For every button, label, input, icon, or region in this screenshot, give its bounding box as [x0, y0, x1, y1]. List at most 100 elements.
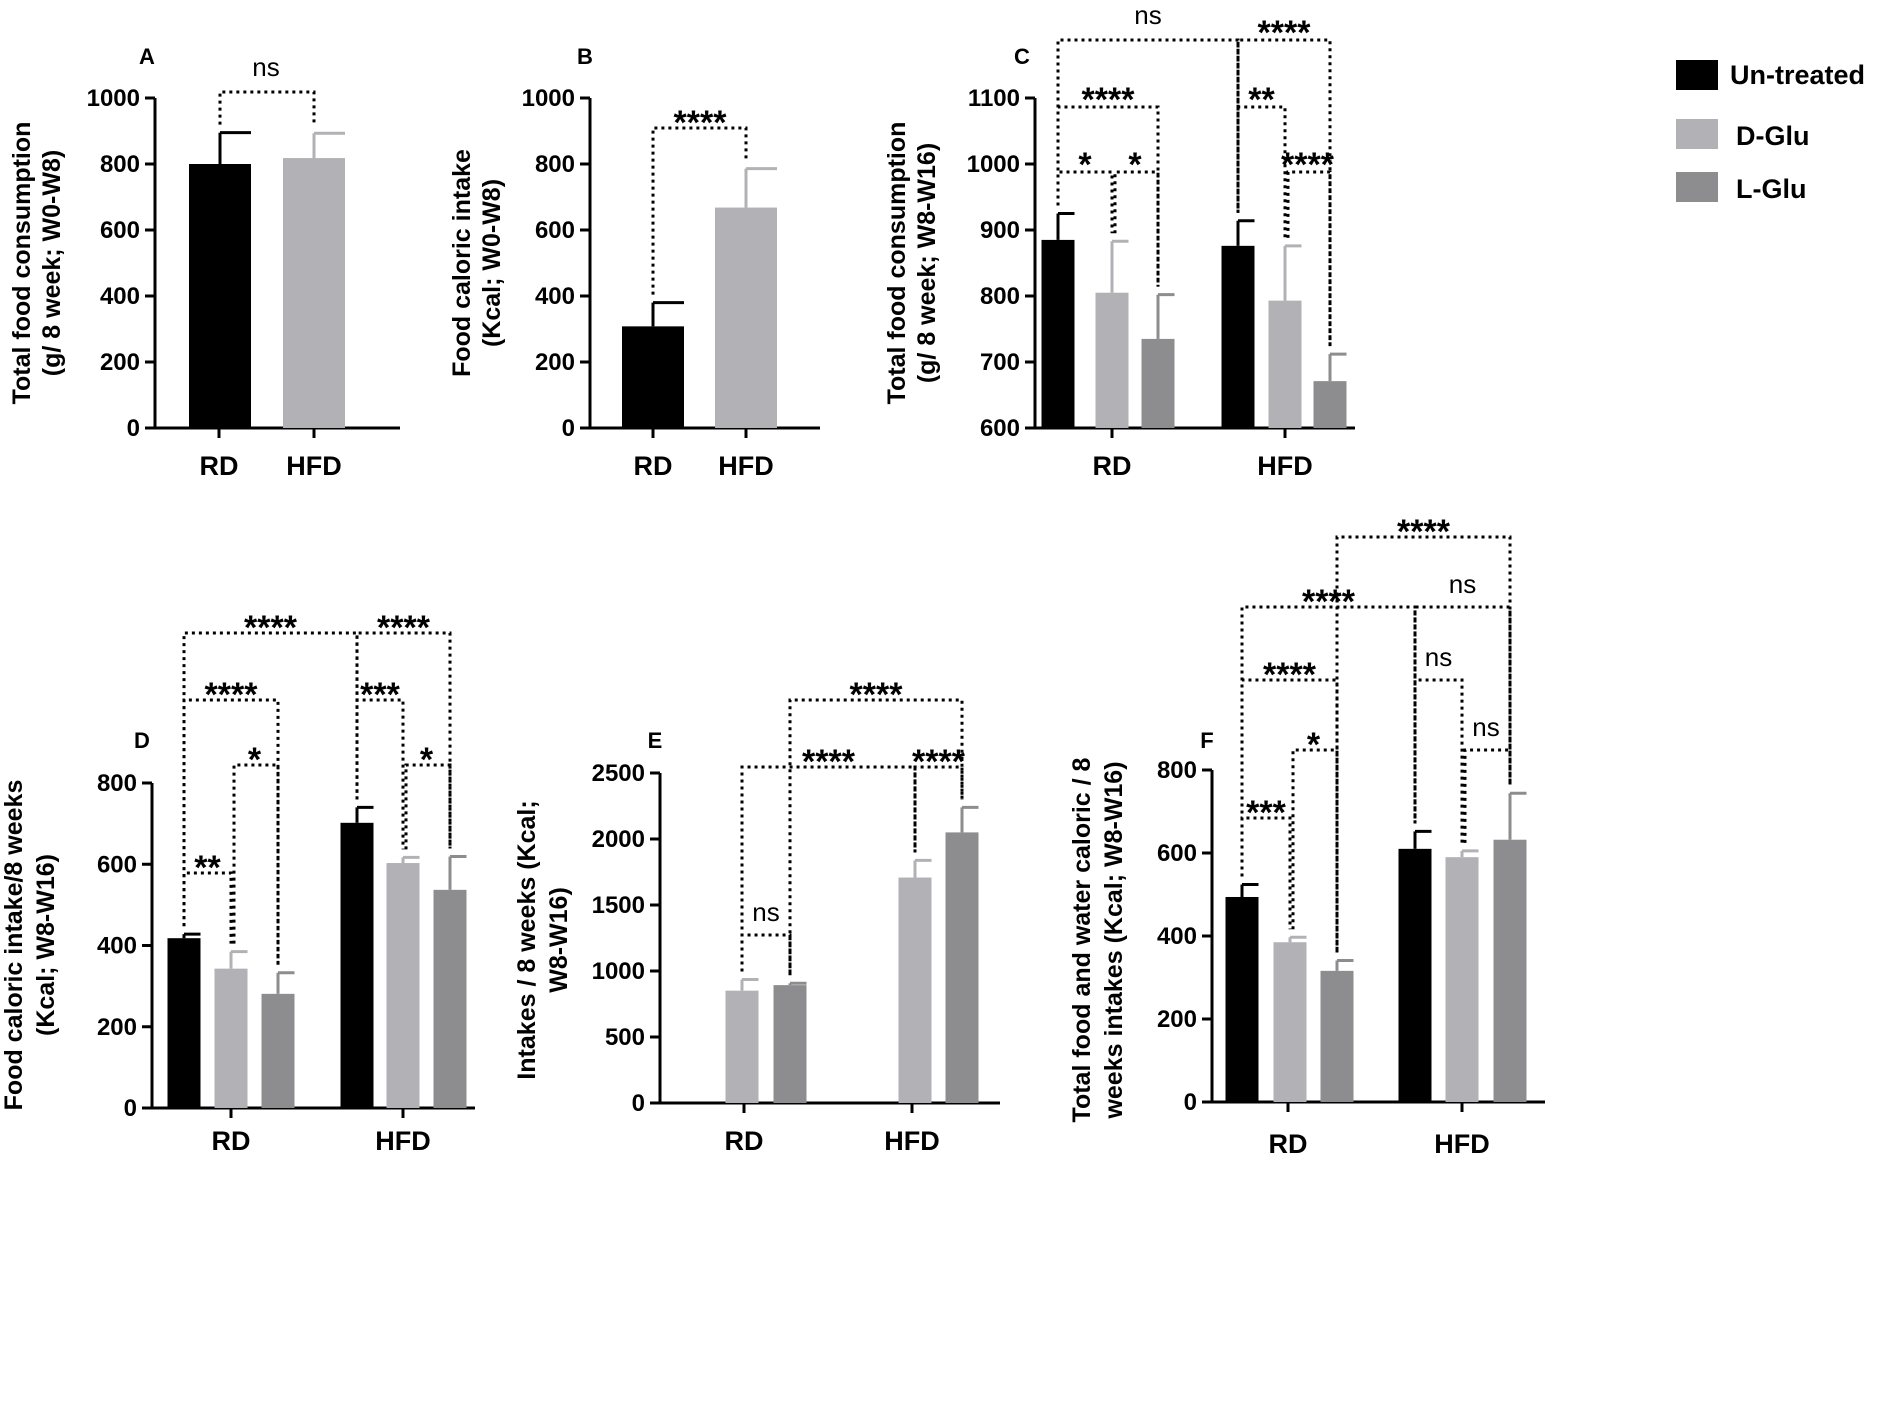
bar	[1445, 857, 1479, 1102]
bar	[283, 158, 345, 428]
panel-a: A Total food consumption (g/ 8 week; W0-W8…	[8, 44, 400, 481]
significance-label: *	[1078, 146, 1092, 184]
bar	[189, 164, 251, 428]
category-label: HFD	[375, 1126, 431, 1156]
significance-label: ns	[1134, 0, 1161, 30]
significance-label: *	[1307, 726, 1321, 764]
significance-bracket	[1236, 38, 1332, 347]
y-tick-label: 1000	[967, 151, 1020, 178]
category-label: RD	[725, 1126, 764, 1156]
significance-label: ns	[1449, 569, 1476, 599]
significance-label: *	[1128, 146, 1142, 184]
significance-label: ***	[360, 676, 400, 714]
significance-bracket	[740, 933, 792, 976]
category-label: HFD	[884, 1126, 940, 1156]
panel-b: B Food caloric intake (Kcal; W0-W8) 0 200 400…	[448, 44, 820, 481]
significance-bracket	[1286, 170, 1332, 347]
y-tick-label: 200	[100, 349, 140, 376]
bar	[1398, 848, 1432, 1102]
significance-label: ****	[205, 676, 259, 714]
y-tick-label: 1500	[592, 892, 645, 919]
legend-label-lglu: L-Glu	[1736, 174, 1806, 204]
significance-bracket	[218, 90, 316, 126]
y-tick-label: 800	[980, 283, 1020, 310]
bar	[1041, 239, 1075, 428]
bar	[898, 877, 932, 1103]
category-label: HFD	[286, 451, 342, 481]
legend-label-dglu: D-Glu	[1736, 121, 1810, 151]
panel-letter: B	[577, 44, 593, 69]
significance-bracket	[651, 126, 748, 295]
y-tick-label: 600	[980, 415, 1020, 442]
bar	[945, 832, 979, 1103]
y-axis-label: weeks intakes (Kcal; W8-W16)	[1100, 761, 1128, 1119]
significance-label: ns	[1425, 642, 1452, 672]
y-tick-label: 1000	[522, 85, 575, 112]
significance-label: ***	[1246, 794, 1286, 832]
bar	[261, 993, 295, 1108]
panel-e: E Intakes / 8 weeks (Kcal; W8-W16) 0 500 1000…	[513, 676, 1000, 1156]
bar	[1225, 896, 1259, 1102]
y-axis-label: Total food consumption	[8, 122, 36, 405]
bar	[1221, 245, 1255, 428]
category-label: RD	[634, 451, 673, 481]
significance-label: ****	[1397, 513, 1451, 551]
y-tick-label: 400	[97, 933, 137, 960]
y-axis-label: (Kcal; W8-W16)	[32, 854, 60, 1036]
significance-label: ****	[1302, 583, 1356, 621]
significance-bracket	[355, 631, 452, 849]
y-tick-label: 400	[100, 283, 140, 310]
category-label: HFD	[1434, 1129, 1490, 1159]
category-label: RD	[1269, 1129, 1308, 1159]
y-axis-label: Food caloric intake	[448, 149, 476, 377]
significance-bracket	[232, 763, 280, 965]
significance-label: ****	[850, 676, 904, 714]
y-axis-label: (g/ 8 week; W8-W16)	[913, 143, 941, 383]
panel-d: D Food caloric intake/8 weeks (Kcal; W8-W1…	[0, 609, 475, 1156]
bar	[386, 863, 420, 1108]
panel-f: F Total food and water caloric / 8 weeks i…	[1068, 513, 1545, 1159]
bar	[1273, 942, 1307, 1102]
y-tick-label: 200	[1157, 1006, 1197, 1033]
panel-letter: A	[139, 44, 155, 69]
bar	[1141, 338, 1175, 428]
y-tick-label: 0	[124, 1095, 137, 1122]
category-label: RD	[212, 1126, 251, 1156]
bar	[773, 985, 807, 1103]
y-tick-label: 1100	[968, 85, 1020, 112]
y-tick-label: 900	[980, 217, 1020, 244]
significance-label: ****	[1263, 656, 1317, 694]
significance-bracket	[1463, 748, 1512, 843]
significance-bracket	[1291, 748, 1339, 953]
y-axis-label: Food caloric intake/8 weeks	[0, 780, 28, 1111]
panel-letter: D	[134, 728, 150, 753]
significance-label: ns	[752, 897, 779, 927]
y-tick-label: 700	[980, 349, 1020, 376]
significance-label: *	[420, 741, 434, 779]
significance-label: ****	[802, 743, 856, 781]
panel-letter: C	[1014, 44, 1030, 69]
panel-letter: F	[1200, 728, 1213, 753]
bar	[1313, 381, 1347, 428]
significance-bracket	[913, 765, 964, 853]
panel-c: C Total food consumption (g/ 8 week; W8-W1…	[883, 0, 1355, 481]
y-tick-label: 200	[97, 1014, 137, 1041]
y-axis-label: Intakes / 8 weeks (Kcal;	[513, 800, 541, 1079]
y-tick-label: 0	[1184, 1089, 1197, 1116]
category-label: RD	[1093, 451, 1132, 481]
legend-label-untreated: Un-treated	[1730, 60, 1865, 90]
significance-bracket	[740, 765, 917, 972]
significance-label: ns	[252, 52, 279, 82]
y-tick-label: 400	[1157, 923, 1197, 950]
y-tick-label: 800	[535, 151, 575, 178]
significance-bracket	[1413, 678, 1464, 843]
bar	[715, 207, 777, 428]
y-axis-label: Total food and water caloric / 8	[1068, 757, 1096, 1122]
significance-label: ****	[377, 609, 431, 647]
significance-label: *	[248, 741, 262, 779]
bar	[340, 822, 374, 1108]
significance-label: **	[1248, 81, 1275, 119]
significance-bracket	[182, 871, 233, 944]
y-tick-label: 0	[562, 415, 575, 442]
